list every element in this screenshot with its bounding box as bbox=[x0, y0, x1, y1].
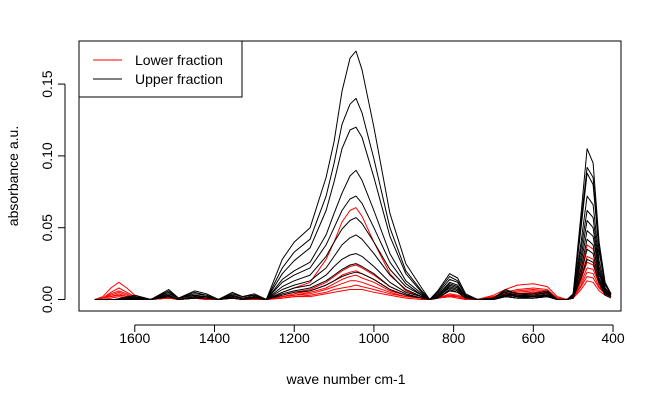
y-tick-label: 0.05 bbox=[39, 214, 55, 241]
upper-fraction-spectrum-line-9 bbox=[94, 258, 612, 300]
x-tick-label: 1000 bbox=[358, 330, 389, 346]
x-tick-label: 800 bbox=[442, 330, 466, 346]
x-tick-label: 1400 bbox=[199, 330, 230, 346]
y-tick-label: 0.10 bbox=[39, 142, 55, 169]
plot-frame bbox=[78, 40, 622, 312]
legend-label-upper: Upper fraction bbox=[135, 71, 223, 87]
y-axis: 0.00 0.05 0.10 0.15 bbox=[39, 70, 66, 313]
x-axis-label: wave number cm-1 bbox=[285, 371, 405, 387]
y-tick-label: 0.00 bbox=[39, 286, 55, 313]
y-axis-label: absorbance a.u. bbox=[5, 126, 21, 226]
x-axis: 1600 1400 1200 1000 800 600 400 bbox=[119, 324, 625, 346]
series-layer bbox=[94, 50, 612, 300]
x-tick-label: 1600 bbox=[119, 330, 150, 346]
x-tick-label: 400 bbox=[601, 330, 625, 346]
legend-label-lower: Lower fraction bbox=[135, 52, 223, 68]
legend-box bbox=[78, 40, 243, 98]
x-tick-label: 1200 bbox=[279, 330, 310, 346]
y-tick-label: 0.15 bbox=[39, 70, 55, 97]
legend: Lower fraction Upper fraction bbox=[78, 40, 243, 98]
x-tick-label: 600 bbox=[522, 330, 546, 346]
